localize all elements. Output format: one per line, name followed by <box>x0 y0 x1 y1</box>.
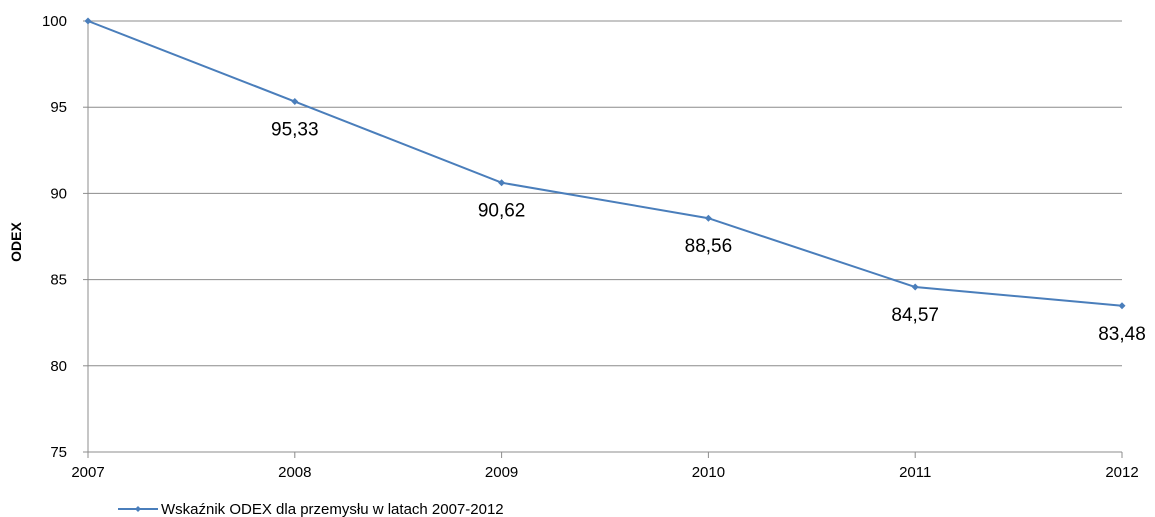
data-point-2007 <box>84 17 92 25</box>
data-label-2011: 84,57 <box>891 305 939 326</box>
series-line <box>87 20 1123 307</box>
axes <box>83 20 1123 458</box>
y-tick-label-75: 75 <box>50 444 67 461</box>
data-point-2009 <box>498 179 506 187</box>
y-axis-title: ODEX <box>8 222 24 262</box>
y-tick-labels: 75 80 85 90 95 100 <box>42 13 67 461</box>
y-tick-label-90: 90 <box>50 185 67 202</box>
data-point-2011 <box>911 283 919 291</box>
x-tick-label-2012: 2012 <box>1105 464 1138 481</box>
legend: Wskaźnik ODEX dla przemysłu w latach 200… <box>118 501 504 517</box>
x-tick-label-2010: 2010 <box>692 464 725 481</box>
x-tick-label-2009: 2009 <box>485 464 518 481</box>
data-label-2008: 95,33 <box>271 120 319 141</box>
data-point-2010 <box>704 214 712 222</box>
y-tick-label-100: 100 <box>42 13 67 30</box>
series <box>84 17 1126 310</box>
data-point-2008 <box>291 98 299 106</box>
data-point-2012 <box>1118 302 1126 310</box>
data-labels: 95,33 90,62 88,56 84,57 83,48 <box>271 120 1146 345</box>
y-tick-label-80: 80 <box>50 358 67 375</box>
data-label-2009: 90,62 <box>478 201 526 222</box>
x-tick-label-2008: 2008 <box>278 464 311 481</box>
legend-diamond-marker <box>135 506 141 512</box>
y-tick-label-85: 85 <box>50 272 67 289</box>
x-tick-label-2007: 2007 <box>71 464 104 481</box>
gridlines <box>88 20 1122 367</box>
x-tick-label-2011: 2011 <box>899 464 931 481</box>
y-tick-label-95: 95 <box>50 99 67 116</box>
legend-label: Wskaźnik ODEX dla przemysłu w latach 200… <box>161 501 504 517</box>
data-label-2010: 88,56 <box>685 236 733 257</box>
x-tick-labels: 2007 2008 2009 2010 2011 2012 <box>71 464 1138 481</box>
data-label-2012: 83,48 <box>1098 324 1146 345</box>
